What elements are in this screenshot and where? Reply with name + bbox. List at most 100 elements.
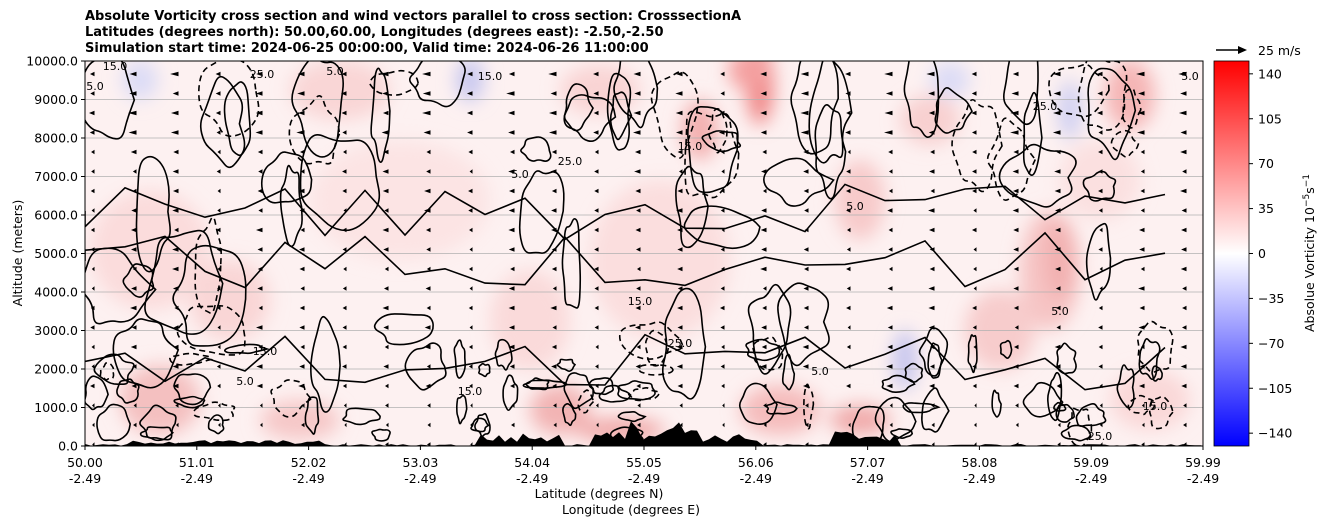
wind-vector — [721, 344, 725, 350]
wind-vector — [1136, 71, 1145, 77]
wind-vector — [720, 71, 725, 77]
wind-vector — [1140, 364, 1145, 369]
wind-vector — [1057, 403, 1061, 408]
wind-vector — [256, 383, 263, 389]
wind-vector — [423, 130, 431, 135]
colorbar-tick-label: −105 — [1258, 381, 1292, 396]
wind-vector — [720, 325, 725, 330]
wind-vector — [469, 169, 473, 174]
wind-vector — [384, 344, 389, 350]
wind-vector — [847, 325, 851, 330]
wind-vector — [1055, 227, 1061, 233]
contour-label: 25.0 — [1033, 100, 1058, 113]
x-tick-label-lat: 59.09 — [1073, 455, 1109, 470]
wind-vector — [1056, 383, 1061, 389]
wind-vector — [1012, 208, 1019, 213]
wind-vector — [343, 208, 347, 213]
x-tick-label-lat: 53.03 — [403, 455, 439, 470]
wind-vector — [1055, 266, 1061, 272]
contour-line — [373, 313, 434, 346]
negative-contour — [270, 379, 313, 418]
wind-vector — [760, 227, 767, 233]
wind-vector — [422, 110, 431, 116]
wind-vector — [1182, 169, 1187, 174]
contour-label: 25.0 — [668, 337, 693, 350]
wind-vector — [800, 91, 809, 96]
wind-vector — [426, 266, 431, 272]
wind-vector — [342, 169, 347, 174]
wind-vector — [469, 227, 473, 233]
wind-vector — [1098, 305, 1103, 311]
wind-vector — [467, 110, 473, 116]
vorticity-patch — [740, 385, 820, 435]
wind-vector — [594, 169, 599, 174]
wind-vector — [971, 71, 977, 77]
negative-contour — [644, 329, 670, 367]
wind-vector — [1140, 188, 1145, 194]
contour-label: 5.0 — [511, 168, 529, 181]
contour-label: 5.0 — [86, 80, 104, 93]
wind-vector — [172, 266, 179, 272]
wind-vector — [1055, 305, 1061, 311]
wind-vector — [551, 364, 557, 369]
vorticity-patch — [930, 62, 970, 98]
wind-vector — [1012, 71, 1019, 77]
wind-vector — [1141, 422, 1145, 428]
wind-vector — [884, 71, 893, 77]
colorbar-label-unit: s — [1302, 187, 1317, 194]
wind-vector — [760, 110, 767, 116]
wind-vector — [802, 364, 809, 369]
wind-vector — [258, 344, 263, 350]
wind-vector — [218, 403, 221, 408]
contour-line — [139, 426, 174, 442]
wind-vector — [679, 403, 683, 408]
negative-contour — [1048, 63, 1110, 118]
negative-contour — [577, 389, 595, 414]
wind-vector — [299, 208, 305, 213]
negative-contour — [1122, 87, 1142, 129]
wind-vector — [551, 266, 557, 272]
wind-vector — [172, 91, 179, 96]
wind-vector — [1099, 383, 1103, 389]
x-tick-label-lon: -2.49 — [69, 471, 101, 486]
wind-vector — [929, 383, 935, 389]
wind-vector — [677, 227, 683, 233]
quiver-key: 25 m/s — [1216, 43, 1301, 58]
contour-line — [902, 402, 941, 414]
wind-vector — [803, 286, 809, 291]
contour-line — [1047, 371, 1063, 422]
wind-vector — [929, 266, 935, 272]
wind-vector — [636, 383, 641, 389]
wind-vector — [133, 403, 137, 408]
contour-line — [223, 81, 252, 157]
wind-vector — [885, 91, 893, 96]
wind-vector — [383, 247, 389, 252]
y-tick-label: 7000.0 — [34, 169, 78, 184]
contour-line — [1085, 222, 1112, 301]
wind-vector — [635, 364, 641, 369]
wind-vector — [1055, 364, 1061, 369]
wind-vector — [217, 305, 221, 311]
wind-vector — [131, 208, 137, 213]
wind-vector — [385, 403, 389, 408]
wind-vector — [1010, 110, 1019, 116]
wind-vector — [90, 305, 95, 311]
wind-vector — [468, 208, 473, 213]
wind-vector — [1013, 149, 1019, 155]
wind-vector — [217, 325, 221, 330]
wind-vector — [90, 383, 95, 389]
wind-vector — [803, 383, 809, 389]
wind-vector — [677, 188, 683, 194]
contour-line — [518, 170, 565, 254]
contour-line — [881, 374, 916, 394]
wind-vector — [1098, 149, 1103, 155]
wind-vector — [342, 325, 347, 330]
wind-vector — [382, 169, 389, 174]
wind-vector — [1013, 266, 1019, 272]
wind-vector — [90, 91, 95, 96]
vorticity-patch — [190, 260, 270, 340]
wind-vector — [845, 91, 851, 96]
wind-vector — [1178, 71, 1187, 77]
contour-line — [310, 315, 341, 413]
wind-vector — [929, 169, 935, 174]
